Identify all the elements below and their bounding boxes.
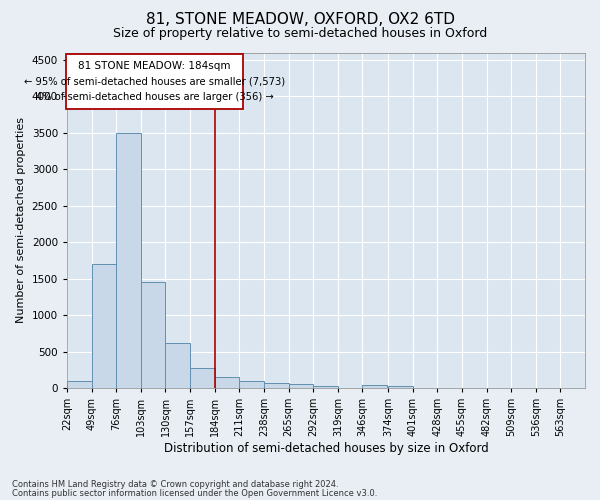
Text: 4% of semi-detached houses are larger (356) →: 4% of semi-detached houses are larger (3… bbox=[35, 92, 274, 102]
Text: 81, STONE MEADOW, OXFORD, OX2 6TD: 81, STONE MEADOW, OXFORD, OX2 6TD bbox=[146, 12, 455, 28]
X-axis label: Distribution of semi-detached houses by size in Oxford: Distribution of semi-detached houses by … bbox=[164, 442, 488, 455]
Text: ← 95% of semi-detached houses are smaller (7,573): ← 95% of semi-detached houses are smalle… bbox=[24, 76, 285, 86]
Bar bbox=[166, 343, 190, 388]
Bar bbox=[141, 282, 166, 388]
FancyBboxPatch shape bbox=[66, 54, 243, 110]
Bar bbox=[92, 264, 116, 388]
Bar bbox=[362, 386, 387, 388]
Text: Size of property relative to semi-detached houses in Oxford: Size of property relative to semi-detach… bbox=[113, 28, 487, 40]
Bar bbox=[116, 132, 141, 388]
Bar bbox=[264, 383, 289, 388]
Bar bbox=[289, 384, 313, 388]
Text: 81 STONE MEADOW: 184sqm: 81 STONE MEADOW: 184sqm bbox=[78, 61, 231, 71]
Bar bbox=[239, 382, 264, 388]
Bar bbox=[67, 380, 92, 388]
Bar bbox=[190, 368, 215, 388]
Text: Contains HM Land Registry data © Crown copyright and database right 2024.: Contains HM Land Registry data © Crown c… bbox=[12, 480, 338, 489]
Text: Contains public sector information licensed under the Open Government Licence v3: Contains public sector information licen… bbox=[12, 489, 377, 498]
Bar bbox=[388, 386, 413, 388]
Bar bbox=[215, 377, 239, 388]
Bar bbox=[313, 386, 338, 388]
Y-axis label: Number of semi-detached properties: Number of semi-detached properties bbox=[16, 118, 26, 324]
